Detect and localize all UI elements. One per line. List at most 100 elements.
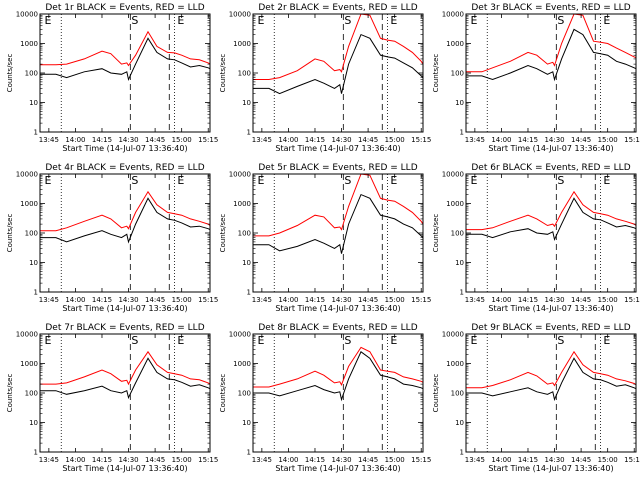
x-tick-label: 15:15: [198, 136, 218, 144]
y-tick-label: 1: [247, 289, 251, 297]
x-tick-label: 15:00: [172, 456, 192, 464]
y-tick-label: 10: [455, 259, 464, 267]
y-tick-label: 1: [34, 129, 38, 137]
y-tick-label: 1000: [20, 200, 38, 208]
x-tick-label: 14:45: [571, 136, 591, 144]
y-tick-label: 1: [460, 449, 464, 457]
x-axis-label: Start Time (14-Jul-07 13:36:40): [488, 304, 613, 313]
y-tick-label: 100: [238, 230, 251, 238]
y-tick-label: 1000: [446, 200, 464, 208]
events-series-line: [253, 351, 424, 402]
panel-title: Det 1r BLACK = Events, RED = LLD: [45, 3, 204, 13]
interval-marker-label: S: [131, 174, 138, 187]
y-tick-label: 10000: [442, 11, 464, 19]
panel-title: Det 4r BLACK = Events, RED = LLD: [45, 163, 204, 173]
y-tick-label: 100: [238, 70, 251, 78]
interval-marker-label: E: [471, 14, 478, 27]
panel-title: Det 5r BLACK = Events, RED = LLD: [258, 163, 417, 173]
interval-marker-label: S: [344, 174, 351, 187]
y-axis-label: Counts/sec: [6, 54, 14, 93]
lld-series-line: [466, 13, 637, 73]
y-tick-label: 10: [242, 99, 251, 107]
y-tick-label: 1000: [233, 360, 251, 368]
interval-marker-label: E: [603, 334, 610, 347]
events-series-line: [253, 193, 424, 254]
x-tick-label: 15:00: [598, 456, 618, 464]
x-tick-label: 15:00: [172, 136, 192, 144]
interval-marker-label: S: [131, 334, 138, 347]
interval-marker-label: E: [258, 174, 265, 187]
x-axis-label: Start Time (14-Jul-07 13:36:40): [275, 464, 400, 473]
interval-marker-label: E: [45, 14, 52, 27]
x-tick-label: 13:45: [39, 136, 59, 144]
x-tick-label: 14:45: [571, 456, 591, 464]
y-tick-label: 1: [247, 449, 251, 457]
x-tick-label: 14:30: [118, 136, 138, 144]
x-tick-label: 14:00: [65, 456, 85, 464]
plot-frame: [252, 333, 424, 453]
interval-marker-label: E: [45, 174, 52, 187]
x-tick-label: 15:00: [385, 296, 405, 304]
x-tick-label: 14:15: [305, 296, 325, 304]
interval-marker-label: E: [258, 14, 265, 27]
x-tick-label: 15:15: [411, 296, 431, 304]
interval-marker-label: E: [177, 14, 184, 27]
x-tick-label: 14:15: [518, 136, 538, 144]
x-tick-label: 15:15: [411, 456, 431, 464]
y-tick-label: 100: [238, 390, 251, 398]
x-axis-label: Start Time (14-Jul-07 13:36:40): [62, 304, 187, 313]
interval-marker-label: E: [177, 334, 184, 347]
events-series-line: [253, 33, 424, 95]
plot-frame: [252, 13, 424, 133]
interval-marker-label: E: [471, 334, 478, 347]
y-tick-label: 1: [247, 129, 251, 137]
y-axis-label: Counts/sec: [432, 374, 440, 413]
y-tick-label: 1000: [233, 200, 251, 208]
x-tick-label: 14:00: [278, 136, 298, 144]
x-tick-label: 14:45: [145, 456, 165, 464]
x-tick-label: 15:15: [624, 456, 640, 464]
panel-title: Det 3r BLACK = Events, RED = LLD: [471, 3, 630, 13]
y-tick-label: 100: [451, 70, 464, 78]
x-tick-label: 15:15: [198, 456, 218, 464]
y-tick-label: 10000: [229, 331, 251, 339]
x-tick-label: 14:00: [278, 456, 298, 464]
x-tick-label: 14:15: [92, 136, 112, 144]
y-tick-label: 10: [242, 419, 251, 427]
x-tick-label: 14:30: [118, 456, 138, 464]
x-tick-label: 14:00: [65, 296, 85, 304]
x-tick-label: 14:15: [518, 296, 538, 304]
x-tick-label: 14:30: [544, 456, 564, 464]
y-tick-label: 10000: [16, 171, 38, 179]
x-tick-label: 13:45: [252, 456, 272, 464]
x-tick-label: 14:15: [305, 136, 325, 144]
y-axis-label: Counts/sec: [219, 214, 227, 253]
x-tick-label: 14:00: [491, 296, 511, 304]
x-axis-label: Start Time (14-Jul-07 13:36:40): [488, 144, 613, 153]
x-tick-label: 14:00: [278, 296, 298, 304]
y-tick-label: 10000: [229, 11, 251, 19]
x-tick-label: 14:45: [145, 136, 165, 144]
x-axis-label: Start Time (14-Jul-07 13:36:40): [275, 304, 400, 313]
panel-title: Det 6r BLACK = Events, RED = LLD: [471, 163, 630, 173]
y-tick-label: 10: [455, 99, 464, 107]
interval-marker-label: E: [603, 14, 610, 27]
y-tick-label: 1: [460, 289, 464, 297]
y-tick-label: 10000: [442, 331, 464, 339]
x-tick-label: 14:15: [92, 456, 112, 464]
y-tick-label: 100: [25, 70, 38, 78]
interval-marker-label: E: [603, 174, 610, 187]
y-tick-label: 10000: [229, 171, 251, 179]
x-tick-label: 15:00: [172, 296, 192, 304]
x-axis-label: Start Time (14-Jul-07 13:36:40): [62, 464, 187, 473]
x-tick-label: 14:45: [358, 136, 378, 144]
y-tick-label: 10: [455, 419, 464, 427]
x-tick-label: 14:30: [118, 296, 138, 304]
interval-marker-label: S: [344, 14, 351, 27]
lld-series-line: [40, 190, 211, 232]
x-tick-label: 15:00: [598, 296, 618, 304]
x-tick-label: 14:15: [92, 296, 112, 304]
y-tick-label: 1000: [233, 40, 251, 48]
x-tick-label: 14:45: [145, 296, 165, 304]
